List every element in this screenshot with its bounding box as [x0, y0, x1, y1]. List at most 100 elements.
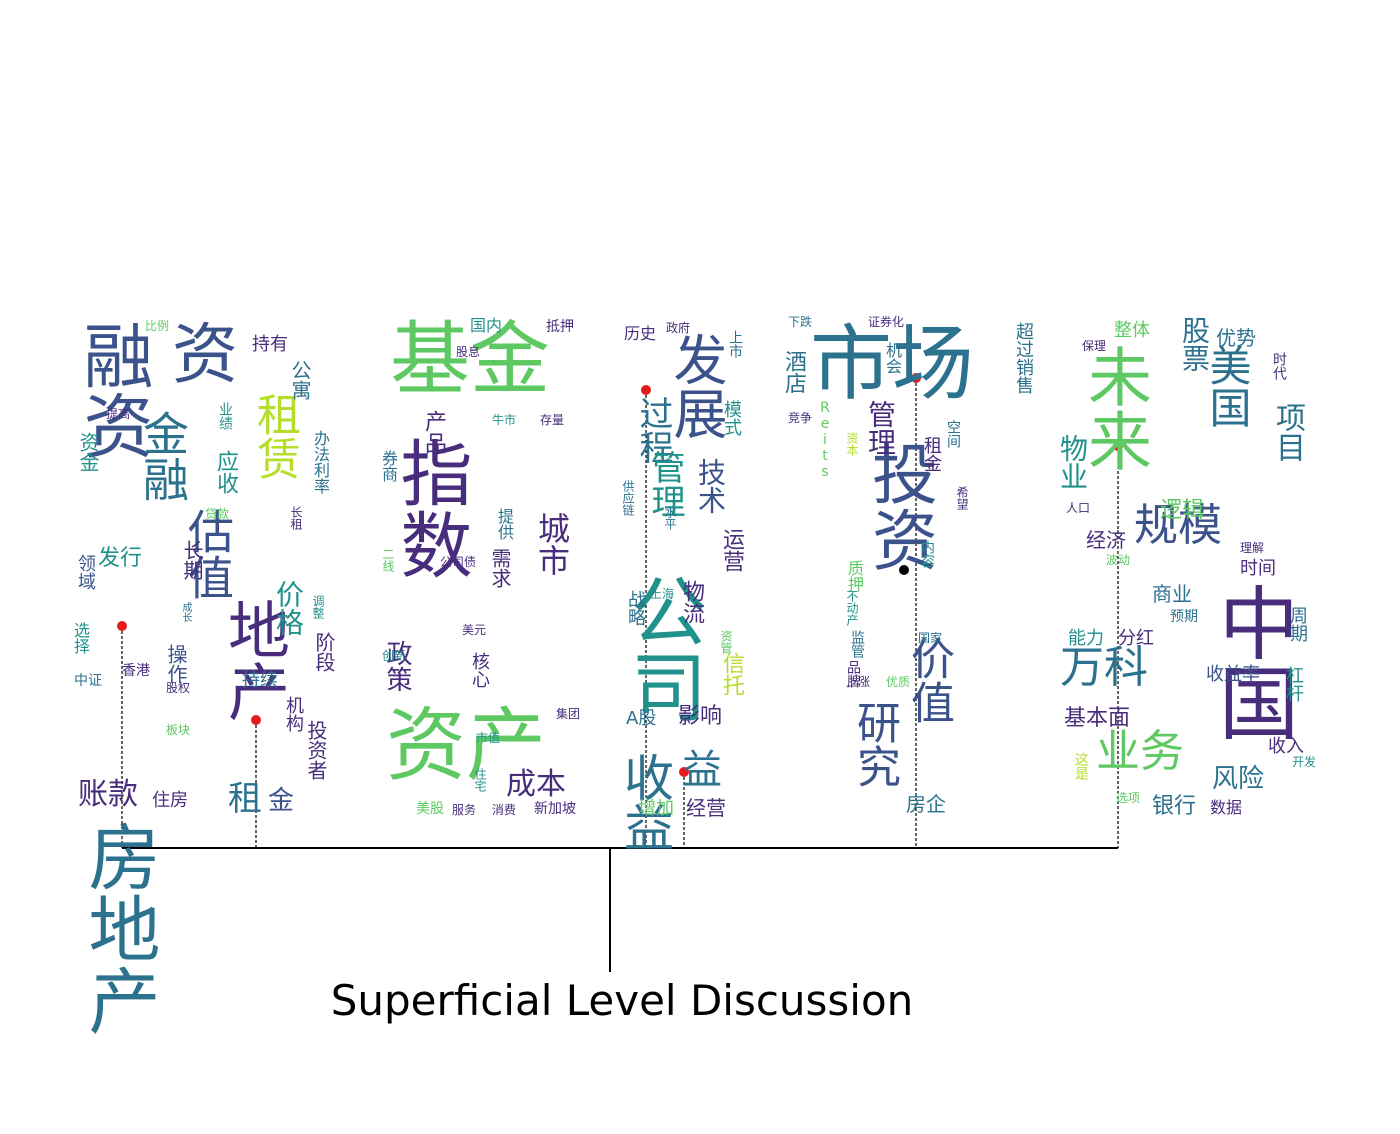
- cloud-4-word: 上涨: [846, 675, 871, 689]
- cloud-4-word: 质押: [845, 560, 864, 592]
- cloud-3-word: 物流: [679, 580, 704, 624]
- cloud-5-word: 整体: [1114, 320, 1150, 341]
- cloud-1-word: 应收: [213, 450, 238, 494]
- cloud-3-word: 增加: [638, 798, 674, 819]
- cloud-2-word: 资产: [386, 699, 546, 792]
- cloud-4-word: 机会: [883, 342, 902, 374]
- cloud-5-word: 收益率: [1206, 664, 1260, 685]
- cloud-4-word: 内容: [919, 540, 935, 568]
- cloud-5-word: 业务: [1096, 726, 1184, 777]
- cloud-3-word: 管理: [645, 450, 685, 518]
- cloud-1-word: 价格: [272, 580, 305, 636]
- leaf-marker-5: [911, 373, 921, 383]
- cloud-1-word: 贷款: [205, 507, 230, 521]
- cloud-1-word: 账款: [78, 777, 138, 812]
- cloud-5-word: 项目: [1270, 402, 1305, 462]
- leaf-marker-2: [251, 715, 261, 725]
- cloud-5-word: 经济: [1086, 528, 1126, 552]
- cloud-3-word: 公司: [618, 572, 707, 724]
- cloud-3-word: 历史: [624, 324, 657, 343]
- cloud-3-word: A股: [626, 708, 657, 729]
- cloud-3-word: 水平: [663, 506, 677, 530]
- cloud-4-word: 证券化: [868, 315, 905, 329]
- cloud-1-word: 地产: [217, 598, 290, 722]
- cloud-5-word: 美国: [1203, 344, 1252, 428]
- cloud-5-word: 预期: [1170, 609, 1198, 625]
- cloud-4-word: 竞争: [788, 411, 813, 425]
- cloud-1-word: 房地产: [76, 820, 160, 1036]
- cloud-5-word: 股票: [1178, 316, 1211, 372]
- cloud-1-word: 发行: [98, 546, 143, 571]
- cloud-5-word: 开发: [1292, 755, 1317, 769]
- cloud-5-word: 保理: [1082, 339, 1107, 353]
- cloud-2-word: 产品: [421, 410, 446, 454]
- cloud-4-word: 优质: [886, 675, 911, 689]
- cloud-4-word: 酒店: [781, 350, 806, 394]
- cloud-4-word: 房企: [906, 792, 946, 816]
- cloud-2-word: 需求: [488, 548, 512, 588]
- cloud-1-word: 金融: [136, 410, 190, 502]
- cloud-2-word: 公司债: [440, 555, 477, 569]
- cloud-5-word: 时代: [1271, 352, 1287, 380]
- cloud-2-word: 券商: [379, 450, 398, 482]
- cloud-3-word: 收益: [616, 752, 674, 852]
- cloud-5-word: 规模: [1134, 500, 1222, 551]
- cloud-1-word: 中证: [74, 673, 102, 689]
- cloud-1-word: 机构: [283, 696, 304, 732]
- cloud-4-word: 下跌: [788, 315, 813, 329]
- cloud-4-word: 希望: [955, 486, 969, 510]
- cloud-1-word: 金: [268, 786, 295, 816]
- cloud-3-word: 信托: [719, 652, 744, 696]
- cloud-5-word: 物业: [1056, 434, 1089, 490]
- cloud-2-word: 新加坡: [534, 801, 576, 817]
- cloud-2-word: 创新: [382, 649, 407, 663]
- cloud-3-word: 经营: [686, 796, 726, 820]
- cloud-1-word: 持有: [252, 334, 288, 355]
- cloud-4-word: 监管: [849, 630, 865, 658]
- cloud-5-word: 优势: [1216, 326, 1256, 350]
- cloud-3-word: 影响: [678, 704, 723, 729]
- cloud-1-word: 提高: [106, 407, 131, 421]
- cloud-5-word: 能力: [1068, 628, 1104, 649]
- leaf-marker-1: [117, 621, 127, 631]
- cloud-2-word: 城市: [533, 512, 571, 576]
- cloud-2-word: 成本: [506, 767, 566, 802]
- cloud-1-word: 比例: [145, 319, 170, 333]
- cloud-3-word: 益: [682, 747, 722, 793]
- cloud-4-word: Reits: [817, 400, 833, 480]
- cloud-2-word: 牛市: [492, 413, 517, 427]
- cloud-3-word: 上市: [727, 330, 743, 358]
- cloud-3-word: 战略: [625, 590, 646, 626]
- cloud-5-word: 杠杆: [1283, 666, 1304, 702]
- cloud-5-word: 分红: [1118, 628, 1154, 649]
- cloud-5-word: 波动: [1106, 553, 1131, 567]
- cloud-5-word: 逻辑: [1160, 498, 1205, 523]
- cloud-3-word: 政府: [666, 321, 691, 335]
- cloud-5-word: 人口: [1066, 501, 1091, 515]
- cloud-2-word: 住宅: [473, 768, 487, 792]
- cloud-1-word: 操作: [164, 644, 188, 684]
- cloud-3-word: 技术: [694, 458, 727, 514]
- cloud-5-word: 收入: [1268, 736, 1304, 757]
- cloud-2-word: 股息: [456, 345, 481, 359]
- cloud-5-word: 商业: [1152, 582, 1192, 606]
- cloud-2-word: 核心: [469, 652, 490, 688]
- cloud-1-word: 长期: [180, 540, 204, 580]
- cloud-5-word: 中国: [1206, 582, 1299, 742]
- cloud-5-word: 时间: [1240, 558, 1276, 579]
- cloud-1-word: 办法利率: [311, 430, 330, 494]
- leaf-marker-3: [641, 385, 651, 395]
- cloud-1-word: 公寓: [288, 360, 312, 400]
- cloud-4-word: 价值: [903, 636, 954, 724]
- cloud-5-word: 这是: [1073, 752, 1089, 780]
- cloud-1-word: 选择: [71, 622, 90, 654]
- leaf-marker-6: [1113, 441, 1123, 451]
- cloud-5-word: 万科: [1060, 642, 1148, 693]
- leaf-marker-4: [679, 767, 689, 777]
- cloud-3-word: 运营: [719, 528, 744, 572]
- cloud-1-word: 资: [172, 316, 238, 393]
- cloud-1-word: 成长: [180, 602, 191, 622]
- cloud-5-word: 未来: [1077, 344, 1151, 472]
- cluster-node-marker: [899, 565, 909, 575]
